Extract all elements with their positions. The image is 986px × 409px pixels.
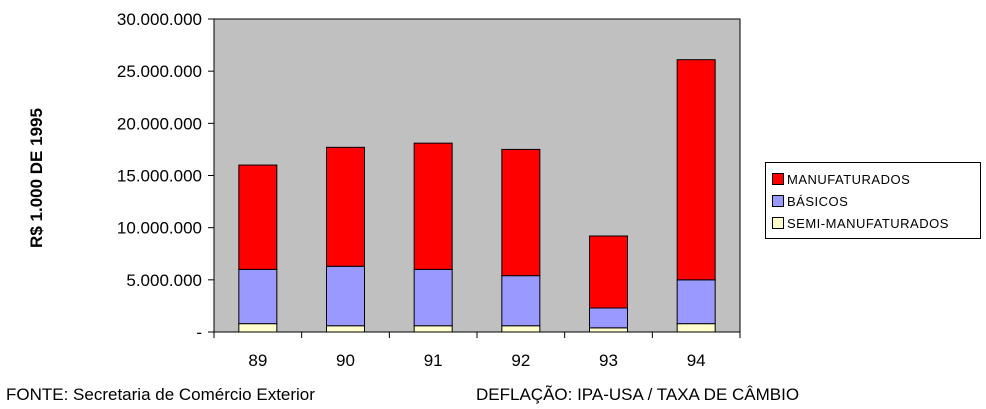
legend-item-manufaturados: MANUFATURADOS <box>772 168 980 190</box>
legend-item-semi-manufaturados: SEMI-MANUFATURADOS <box>772 212 980 234</box>
bar-segment-semi-manufaturados-91 <box>413 325 453 333</box>
bar-segment-manufaturados-89 <box>238 164 278 270</box>
x-tick-label: 94 <box>687 351 706 370</box>
x-tick-label: 90 <box>336 351 355 370</box>
legend-label: MANUFATURADOS <box>787 171 911 187</box>
legend-swatch-basicos <box>772 195 784 207</box>
bar-segment-manufaturados-91 <box>413 142 453 270</box>
bar-segment-basicos-93 <box>589 307 628 329</box>
x-tick-label: 89 <box>248 351 267 370</box>
x-axis: 89 90 91 92 93 94 <box>213 332 741 370</box>
x-tick-label: 91 <box>424 351 443 370</box>
bars <box>238 59 716 333</box>
legend-label: SEMI-MANUFATURADOS <box>787 215 949 231</box>
y-tick-label: - <box>196 323 202 342</box>
bar-segment-semi-manufaturados-92 <box>501 325 541 333</box>
plot-area <box>213 18 741 333</box>
bar-segment-semi-manufaturados-90 <box>326 325 365 333</box>
bar-segment-manufaturados-92 <box>501 148 541 277</box>
source-note: FONTE: Secretaria de Comércio Exterior <box>6 385 315 404</box>
bar-segment-basicos-92 <box>501 275 541 327</box>
legend-swatch-manufaturados <box>772 173 784 185</box>
y-tick-label: 20.000.000 <box>117 114 202 133</box>
bar-segment-semi-manufaturados-89 <box>238 323 278 333</box>
bar-segment-basicos-91 <box>413 268 453 327</box>
x-tick-label: 93 <box>599 351 618 370</box>
y-tick-label: 15.000.000 <box>117 167 202 186</box>
bar-segment-manufaturados-93 <box>589 235 628 309</box>
y-axis: - 5.000.000 10.000.000 15.000.000 20.000.000… <box>117 10 214 342</box>
bar-segment-semi-manufaturados-93 <box>589 327 628 333</box>
bar-segment-basicos-89 <box>238 268 278 325</box>
y-tick-label: 10.000.000 <box>117 219 202 238</box>
legend-item-basicos: BÁSICOS <box>772 190 980 212</box>
deflation-note: DEFLAÇÃO: IPA-USA / TAXA DE CÂMBIO <box>476 385 800 404</box>
bar-segment-semi-manufaturados-94 <box>676 323 716 333</box>
bar-segment-basicos-90 <box>326 265 365 327</box>
legend-swatch-semi-manufaturados <box>772 217 784 229</box>
y-axis-label: R$ 1.000 DE 1995 <box>27 108 46 248</box>
bar-segment-basicos-94 <box>676 279 716 325</box>
y-tick-label: 25.000.000 <box>117 62 202 81</box>
legend: MANUFATURADOS BÁSICOS SEMI-MANUFATURADOS <box>765 162 981 239</box>
bar-segment-manufaturados-94 <box>676 59 716 281</box>
x-tick-label: 92 <box>511 351 530 370</box>
y-tick-label: 30.000.000 <box>117 10 202 29</box>
y-tick-label: 5.000.000 <box>126 271 202 290</box>
legend-label: BÁSICOS <box>787 193 849 209</box>
bar-segment-manufaturados-90 <box>326 146 365 267</box>
